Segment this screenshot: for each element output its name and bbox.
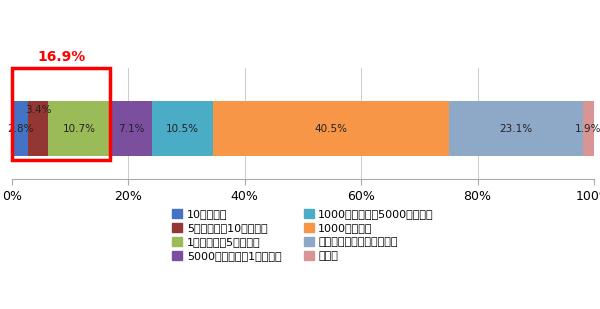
Text: 3.4%: 3.4% xyxy=(25,105,52,116)
Text: 1.9%: 1.9% xyxy=(575,124,600,134)
Bar xyxy=(110,101,152,156)
Text: 10.5%: 10.5% xyxy=(166,124,199,134)
Text: 7.1%: 7.1% xyxy=(118,124,144,134)
Bar xyxy=(583,101,594,156)
Text: 16.9%: 16.9% xyxy=(37,50,85,65)
Bar xyxy=(12,69,110,159)
Bar xyxy=(449,101,583,156)
Text: 23.1%: 23.1% xyxy=(499,124,532,134)
Bar xyxy=(152,101,213,156)
Text: 2.8%: 2.8% xyxy=(7,124,34,134)
Bar xyxy=(213,101,449,156)
Bar xyxy=(12,101,28,156)
Text: 10.7%: 10.7% xyxy=(63,124,96,134)
Bar xyxy=(28,101,48,156)
Legend: 10億円以上, 5億円以上～10億円未満, 1億円以上～5億円未満, 5000万円以上～1億円未満, 1000万円以上～5000万円未満, 1000万円未満, : 10億円以上, 5億円以上～10億円未満, 1億円以上～5億円未満, 5000万… xyxy=(172,209,434,261)
Bar xyxy=(48,101,110,156)
Text: 40.5%: 40.5% xyxy=(314,124,347,134)
